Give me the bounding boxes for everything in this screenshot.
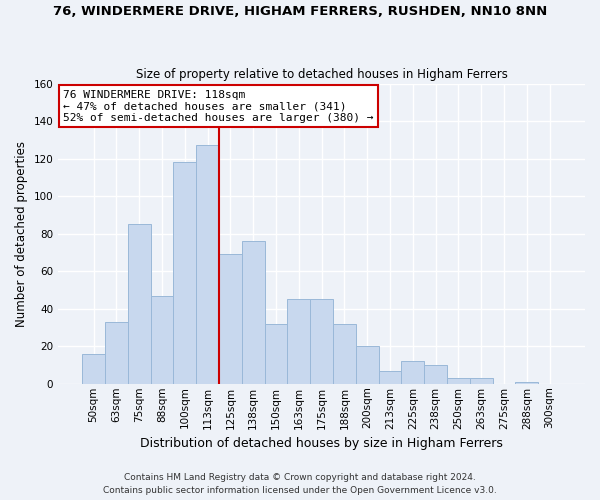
Bar <box>128 224 151 384</box>
Bar <box>105 322 128 384</box>
Bar <box>287 300 310 384</box>
Bar <box>333 324 356 384</box>
Bar <box>447 378 470 384</box>
Bar <box>401 361 424 384</box>
Bar <box>82 354 105 384</box>
Bar <box>515 382 538 384</box>
Bar <box>424 365 447 384</box>
Bar <box>310 300 333 384</box>
Bar <box>219 254 242 384</box>
Bar <box>379 370 401 384</box>
X-axis label: Distribution of detached houses by size in Higham Ferrers: Distribution of detached houses by size … <box>140 437 503 450</box>
Y-axis label: Number of detached properties: Number of detached properties <box>15 140 28 326</box>
Bar <box>470 378 493 384</box>
Bar <box>265 324 287 384</box>
Bar <box>173 162 196 384</box>
Bar <box>242 241 265 384</box>
Bar <box>356 346 379 384</box>
Text: Contains HM Land Registry data © Crown copyright and database right 2024.
Contai: Contains HM Land Registry data © Crown c… <box>103 474 497 495</box>
Text: 76, WINDERMERE DRIVE, HIGHAM FERRERS, RUSHDEN, NN10 8NN: 76, WINDERMERE DRIVE, HIGHAM FERRERS, RU… <box>53 5 547 18</box>
Text: 76 WINDERMERE DRIVE: 118sqm
← 47% of detached houses are smaller (341)
52% of se: 76 WINDERMERE DRIVE: 118sqm ← 47% of det… <box>64 90 374 123</box>
Bar <box>151 296 173 384</box>
Bar <box>196 146 219 384</box>
Title: Size of property relative to detached houses in Higham Ferrers: Size of property relative to detached ho… <box>136 68 508 81</box>
